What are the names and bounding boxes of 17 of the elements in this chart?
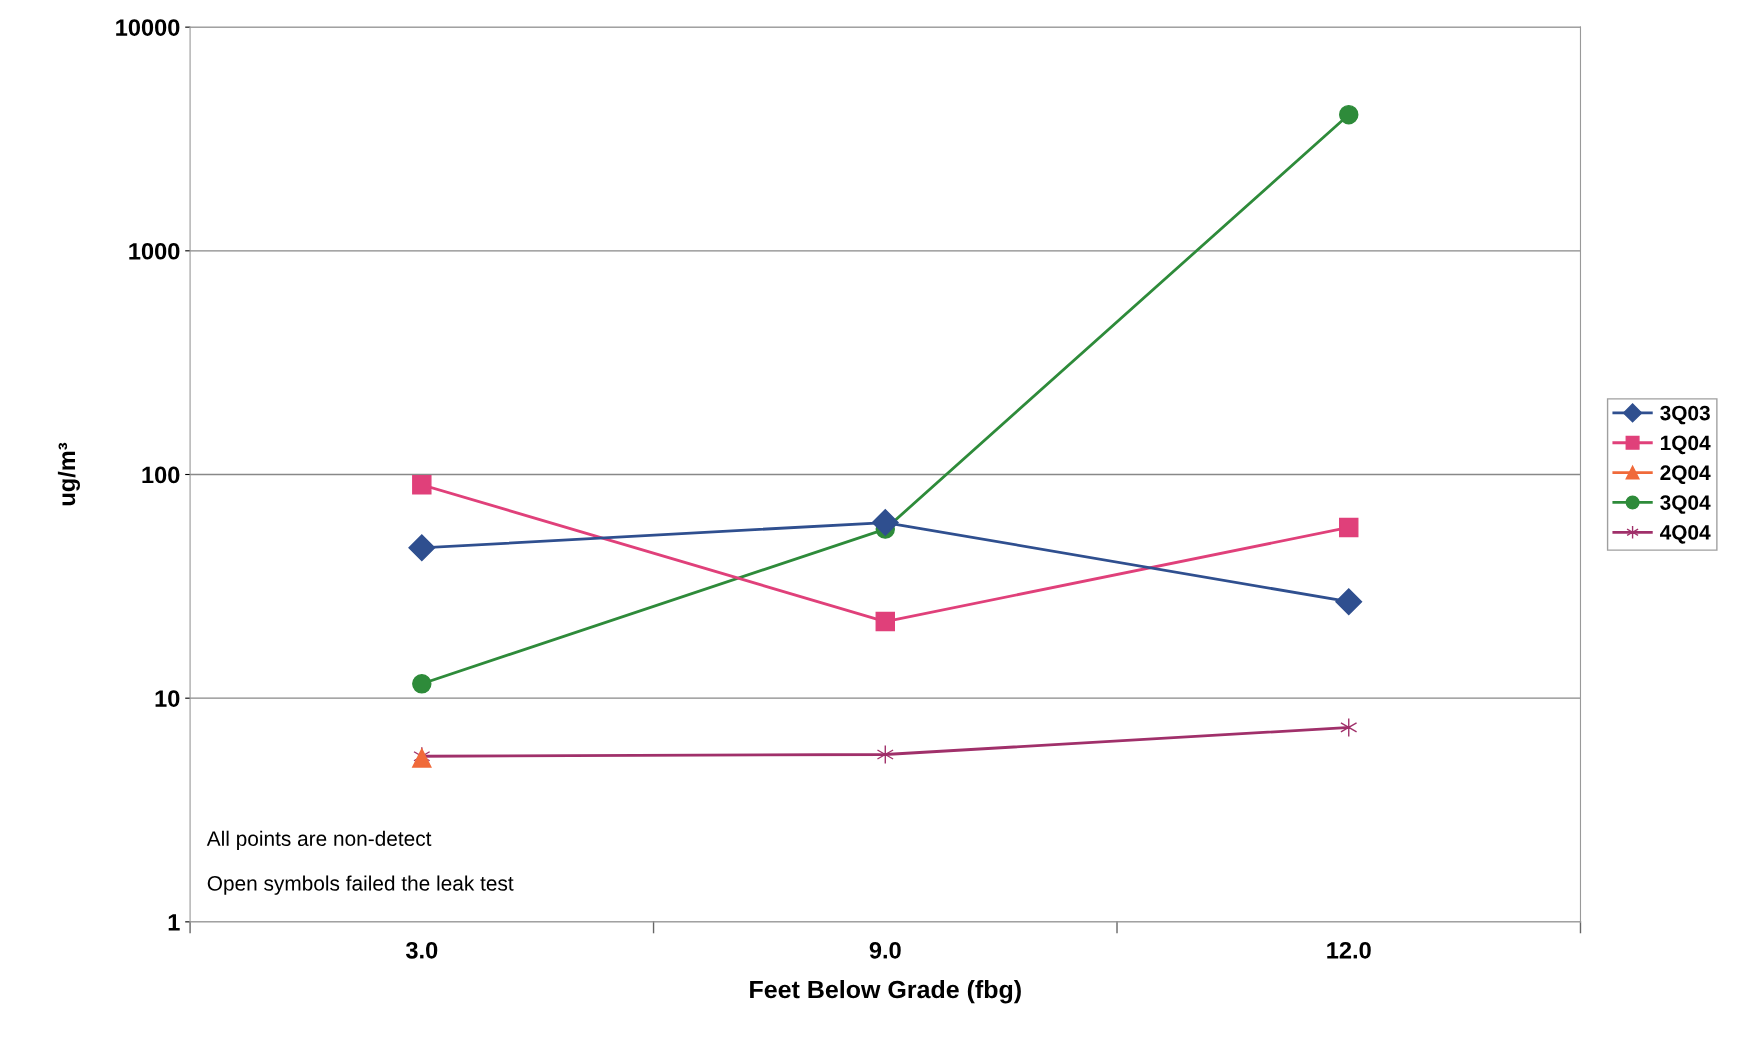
- y-tick-label: 10: [155, 690, 180, 707]
- legend-label: 1Q04: [1660, 435, 1711, 455]
- x-tick-label: 3.0: [405, 941, 438, 959]
- legend-label: 4Q04: [1659, 525, 1711, 544]
- x-tick-label: 12.0: [1327, 941, 1371, 959]
- x-tick-label: 9.0: [869, 941, 901, 959]
- y-tick-label: 1000: [129, 242, 180, 260]
- legend-label: 3Q03: [1660, 405, 1710, 425]
- y-axis-title: ug/m³: [57, 442, 80, 506]
- y-tick-label: 10000: [116, 19, 180, 36]
- annotation: Open symbols failed the leak test: [207, 875, 514, 895]
- x-axis-title: Feet Below Grade (fbg): [750, 979, 1021, 1004]
- y-tick-label: 1: [168, 914, 180, 931]
- legend-label: 2Q04: [1660, 465, 1711, 484]
- annotation: All points are non-detect: [206, 830, 432, 851]
- legend-label: 3Q04: [1660, 495, 1711, 514]
- y-tick-label: 100: [142, 466, 180, 484]
